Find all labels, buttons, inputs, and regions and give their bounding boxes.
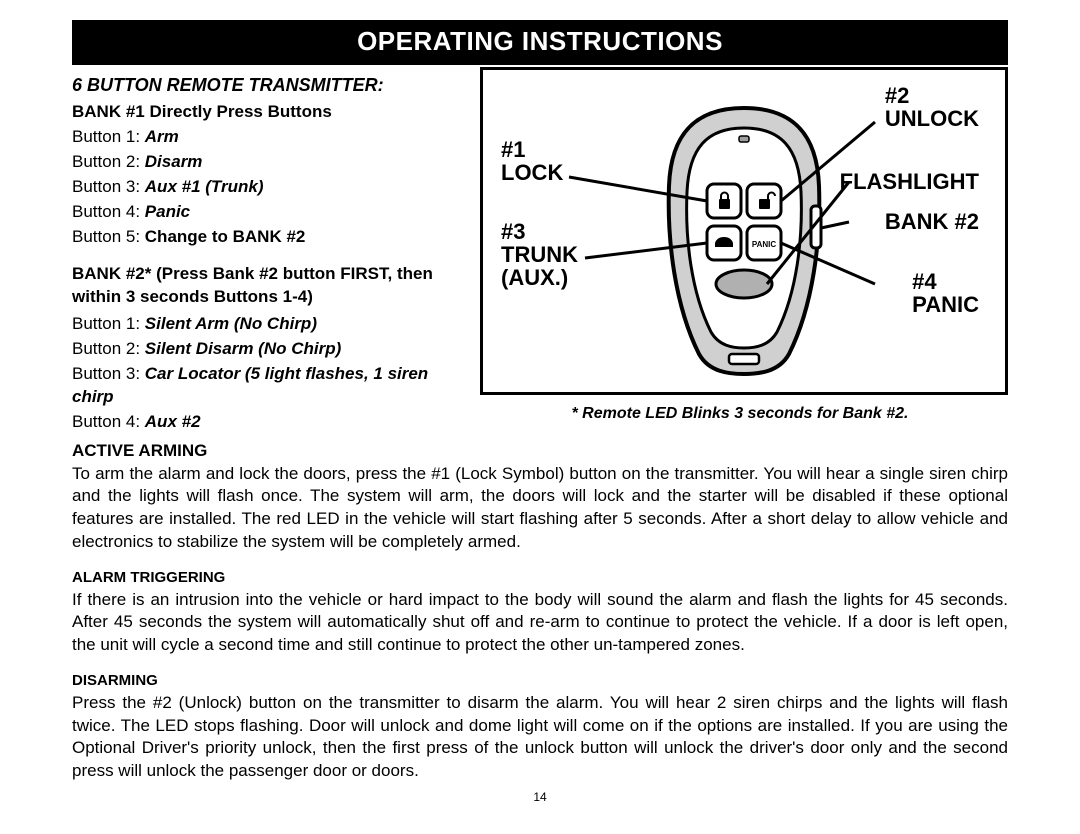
- disarming-body: Press the #2 (Unlock) button on the tran…: [72, 692, 1008, 784]
- bank2-header: BANK #2* (Press Bank #2 button FIRST, th…: [72, 263, 472, 309]
- alarm-triggering-head: ALARM TRIGGERING: [72, 568, 1008, 588]
- callout-lines: [483, 70, 1003, 398]
- remote-subtitle: 6 BUTTON REMOTE TRANSMITTER:: [72, 73, 472, 97]
- bank2-btn3: Button 3: Car Locator (5 light flashes, …: [72, 363, 472, 409]
- active-arming-head: ACTIVE ARMING: [72, 440, 1008, 463]
- button-list-column: 6 BUTTON REMOTE TRANSMITTER: BANK #1 Dir…: [72, 67, 472, 435]
- bank2-btn1: Button 1: Silent Arm (No Chirp): [72, 313, 472, 336]
- bank1-btn5: Button 5: Change to BANK #2: [72, 226, 472, 249]
- bank1-btn2: Button 2: Disarm: [72, 151, 472, 174]
- diagram-column: PANIC #1LOCK #3TRUNK(AUX.) #2UNLOCK FLAS…: [472, 67, 1008, 425]
- bank1-btn3: Button 3: Aux #1 (Trunk): [72, 176, 472, 199]
- page-number: 14: [72, 789, 1008, 805]
- bank2-btn4: Button 4: Aux #2: [72, 411, 472, 434]
- top-section: 6 BUTTON REMOTE TRANSMITTER: BANK #1 Dir…: [72, 67, 1008, 435]
- active-arming-body: To arm the alarm and lock the doors, pre…: [72, 463, 1008, 555]
- remote-diagram: PANIC #1LOCK #3TRUNK(AUX.) #2UNLOCK FLAS…: [480, 67, 1008, 395]
- bank1-header: BANK #1 Directly Press Buttons: [72, 101, 472, 124]
- bank1-btn4: Button 4: Panic: [72, 201, 472, 224]
- page-title: OPERATING INSTRUCTIONS: [72, 20, 1008, 65]
- diagram-footnote: * Remote LED Blinks 3 seconds for Bank #…: [472, 403, 1008, 425]
- alarm-triggering-body: If there is an intrusion into the vehicl…: [72, 589, 1008, 658]
- bank1-btn1: Button 1: Arm: [72, 126, 472, 149]
- bank2-btn2: Button 2: Silent Disarm (No Chirp): [72, 338, 472, 361]
- disarming-head: DISARMING: [72, 671, 1008, 691]
